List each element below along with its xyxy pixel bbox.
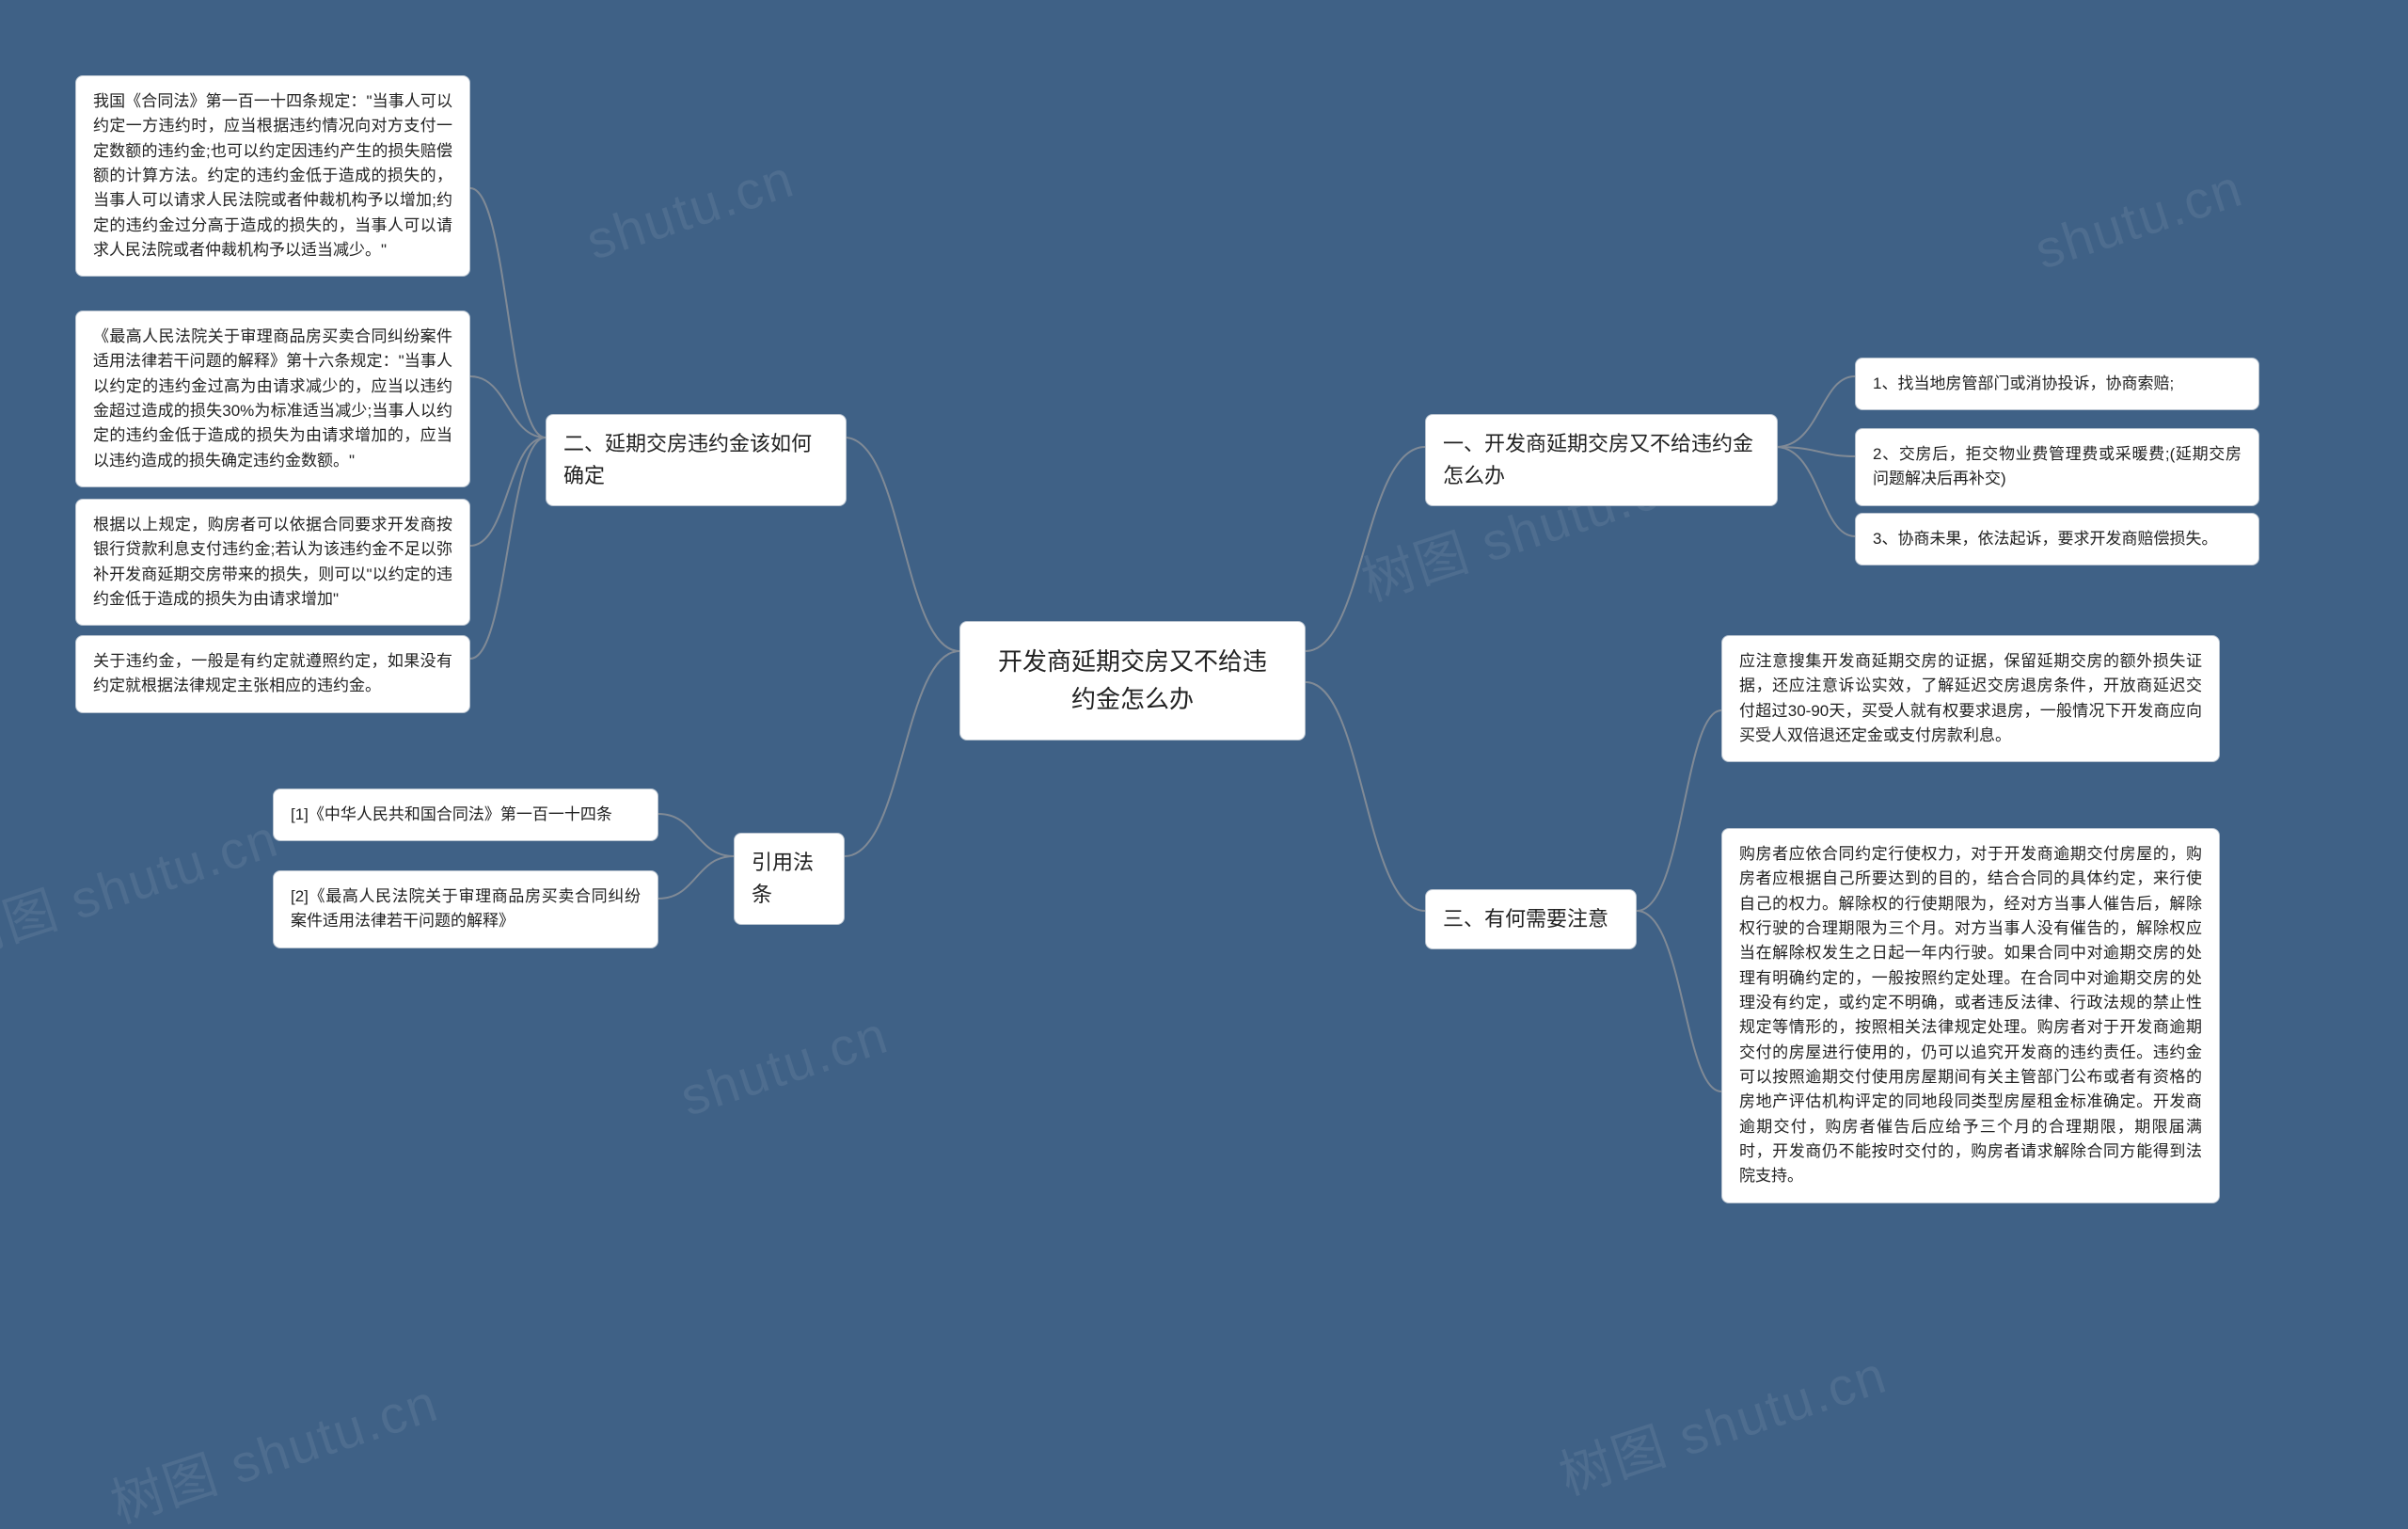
leaf-r1c: 3、协商未果，依法起诉，要求开发商赔偿损失。 <box>1855 513 2259 565</box>
leaf-l1c-text: 根据以上规定，购房者可以依据合同要求开发商按银行贷款利息支付违约金;若认为该违约… <box>93 516 452 608</box>
leaf-l2a-text: [1]《中华人民共和国合同法》第一百一十四条 <box>291 805 612 823</box>
leaf-l2b: [2]《最高人民法院关于审理商品房买卖合同纠纷案件适用法律若干问题的解释》 <box>273 870 658 948</box>
leaf-r2a-text: 应注意搜集开发商延期交房的证据，保留延期交房的额外损失证据，还应注意诉讼实效，了… <box>1739 652 2202 744</box>
branch-l2-label: 引用法条 <box>752 851 814 906</box>
root-label: 开发商延期交房又不给违约金怎么办 <box>998 647 1267 713</box>
watermark: 树图 shutu.cn <box>1548 1332 1895 1510</box>
watermark: shutu.cn <box>579 147 802 271</box>
watermark: shutu.cn <box>673 1003 896 1127</box>
leaf-l1b: 《最高人民法院关于审理商品房买卖合同纠纷案件适用法律若干问题的解释》第十六条规定… <box>75 311 470 487</box>
leaf-r2a: 应注意搜集开发商延期交房的证据，保留延期交房的额外损失证据，还应注意诉讼实效，了… <box>1721 635 2220 762</box>
watermark: shutu.cn <box>2028 156 2251 280</box>
branch-l1-label: 二、延期交房违约金该如何确定 <box>563 432 812 487</box>
leaf-r2b-text: 购房者应依合同约定行使权力，对于开发商逾期交付房屋的，购房者应根据自己所要达到的… <box>1739 845 2202 1185</box>
branch-l2: 引用法条 <box>734 833 845 925</box>
leaf-l2a: [1]《中华人民共和国合同法》第一百一十四条 <box>273 788 658 841</box>
leaf-l1a-text: 我国《合同法》第一百一十四条规定："当事人可以约定一方违约时，应当根据违约情况向… <box>93 92 452 259</box>
branch-l1: 二、延期交房违约金该如何确定 <box>546 414 847 506</box>
leaf-l1c: 根据以上规定，购房者可以依据合同要求开发商按银行贷款利息支付违约金;若认为该违约… <box>75 499 470 626</box>
watermark: 树图 shutu.cn <box>0 796 287 974</box>
root-node: 开发商延期交房又不给违约金怎么办 <box>959 621 1306 741</box>
branch-r1: 一、开发商延期交房又不给违约金怎么办 <box>1425 414 1778 506</box>
leaf-r1a: 1、找当地房管部门或消协投诉，协商索赔; <box>1855 358 2259 410</box>
leaf-l2b-text: [2]《最高人民法院关于审理商品房买卖合同纠纷案件适用法律若干问题的解释》 <box>291 887 641 930</box>
watermark: 树图 shutu.cn <box>100 1361 447 1529</box>
leaf-r2b: 购房者应依合同约定行使权力，对于开发商逾期交付房屋的，购房者应根据自己所要达到的… <box>1721 828 2220 1203</box>
leaf-l1b-text: 《最高人民法院关于审理商品房买卖合同纠纷案件适用法律若干问题的解释》第十六条规定… <box>93 327 452 470</box>
branch-r2-label: 三、有何需要注意 <box>1443 907 1608 931</box>
leaf-r1b-text: 2、交房后，拒交物业费管理费或采暖费;(延期交房问题解决后再补交) <box>1873 445 2242 487</box>
leaf-l1a: 我国《合同法》第一百一十四条规定："当事人可以约定一方违约时，应当根据违约情况向… <box>75 75 470 277</box>
leaf-r1c-text: 3、协商未果，依法起诉，要求开发商赔偿损失。 <box>1873 530 2217 548</box>
leaf-l1d-text: 关于违约金，一般是有约定就遵照约定，如果没有约定就根据法律规定主张相应的违约金。 <box>93 652 452 694</box>
leaf-r1b: 2、交房后，拒交物业费管理费或采暖费;(延期交房问题解决后再补交) <box>1855 428 2259 506</box>
branch-r1-label: 一、开发商延期交房又不给违约金怎么办 <box>1443 432 1753 487</box>
branch-r2: 三、有何需要注意 <box>1425 889 1637 949</box>
leaf-r1a-text: 1、找当地房管部门或消协投诉，协商索赔; <box>1873 374 2174 392</box>
leaf-l1d: 关于违约金，一般是有约定就遵照约定，如果没有约定就根据法律规定主张相应的违约金。 <box>75 635 470 713</box>
